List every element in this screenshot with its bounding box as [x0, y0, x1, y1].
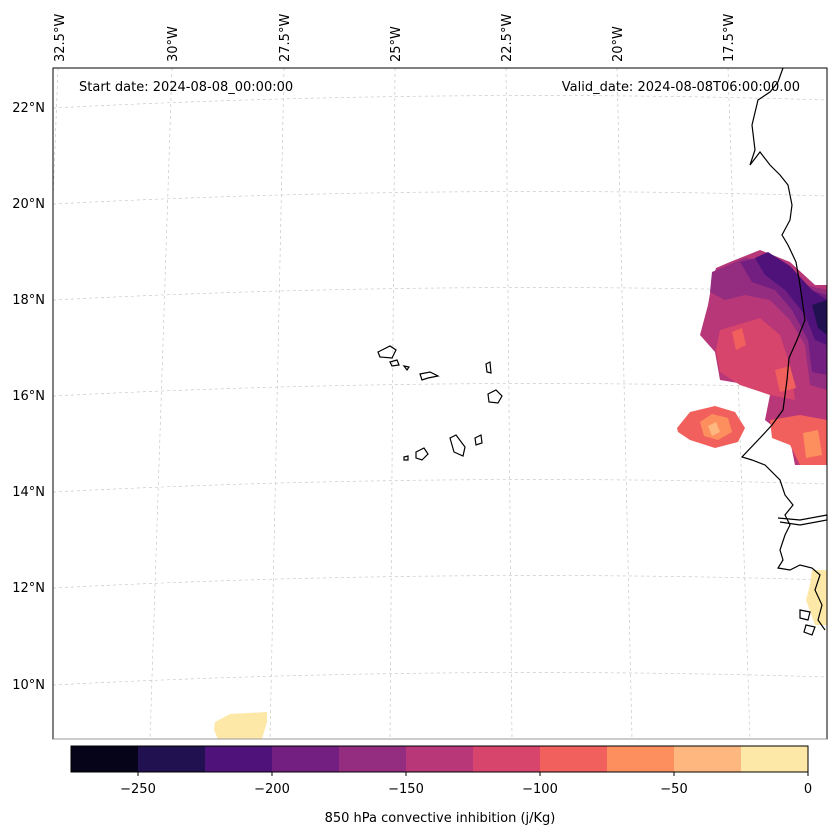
cin-level-225-to-200	[755, 252, 827, 345]
graticule-lat-14	[52, 479, 828, 493]
start-date-label: Start date: 2024-08-08_00:00:00	[79, 80, 293, 95]
lon-tick-label: 27.5°W	[278, 14, 293, 62]
colorbar-segment	[473, 746, 541, 772]
graticule-lat-12	[52, 575, 828, 589]
lat-tick-label: 10°N	[12, 678, 45, 693]
lat-tick-labels: 22°N 20°N 18°N 16°N 14°N 12°N 10°N	[12, 101, 45, 693]
colorbar-ticks: −250 −200 −150 −100 −50 0	[120, 782, 812, 797]
island-sao-nicolau	[419, 371, 440, 381]
island-sal	[485, 361, 492, 374]
lon-tick-labels: 32.5°W 30°W 27.5°W 25°W 22.5°W 20°W 17.5…	[53, 14, 737, 62]
lat-tick-label: 22°N	[12, 101, 45, 116]
graticule-lat-20	[52, 191, 828, 205]
cape-verde-islands	[377, 345, 503, 461]
lon-tick-label: 17.5°W	[722, 14, 737, 62]
graticule-lon-22-5	[505, 67, 513, 740]
colorbar-frame	[70, 745, 809, 773]
cin-level-250-to-225	[812, 300, 827, 335]
graticule	[52, 67, 828, 740]
lon-tick-label: 32.5°W	[53, 14, 68, 62]
graticule-lon-32-5	[52, 67, 59, 201]
cin-level-25-to-0-south-east	[806, 570, 827, 625]
lat-tick-label: 18°N	[12, 293, 45, 308]
colorbar-tick-label: −100	[522, 782, 558, 797]
colorbar-segment	[138, 746, 206, 772]
island-santo-antao	[377, 345, 397, 359]
lat-tick-label: 12°N	[12, 581, 45, 596]
colorbar-segment	[71, 746, 139, 772]
island-brava	[403, 455, 409, 461]
graticule-lon-27-5	[269, 67, 285, 740]
cin-level-100-to-75-a	[732, 328, 746, 350]
colorbar-segment	[339, 746, 407, 772]
cin-field	[214, 250, 827, 739]
island-santiago	[449, 434, 466, 457]
colorbar-tick-label: 0	[804, 782, 812, 797]
island-santa-luzia	[402, 365, 410, 372]
colorbar	[71, 746, 809, 776]
coast-islands-south	[799, 609, 816, 636]
cin-level-25-to-0-south-west	[214, 712, 267, 739]
cin-level-50-to-25-coastal	[708, 422, 720, 436]
colorbar-tick-label: −200	[254, 782, 290, 797]
graticule-lat-16	[52, 383, 828, 397]
lat-tick-label: 14°N	[12, 485, 45, 500]
island-fogo	[415, 447, 429, 461]
valid-date-label: Valid_date: 2024-08-08T06:00:00.00	[562, 80, 800, 95]
graticule-lon-17-5	[727, 67, 751, 740]
colorbar-tick-label: −250	[120, 782, 156, 797]
colorbar-segment	[607, 746, 675, 772]
african-coastline	[740, 67, 826, 631]
colorbar-segment	[674, 746, 742, 772]
colorbar-tick-label: −150	[388, 782, 424, 797]
lon-tick-label: 30°W	[166, 26, 181, 62]
island-boa-vista	[487, 389, 503, 404]
colorbar-segment	[205, 746, 273, 772]
graticule-lon-25	[389, 67, 396, 740]
colorbar-tick-label: −50	[660, 782, 687, 797]
cin-level-75-to-50-east	[803, 430, 822, 458]
colorbar-label: 850 hPa convective inhibition (j/Kg)	[325, 811, 556, 826]
colorbar-segment	[272, 746, 340, 772]
island-maio	[474, 434, 483, 446]
lat-tick-label: 20°N	[12, 197, 45, 212]
cin-level-100-to-75-b	[775, 366, 796, 392]
graticule-lon-30	[149, 67, 173, 740]
lon-tick-label: 25°W	[389, 26, 404, 62]
graticule-lat-22	[52, 95, 828, 109]
graticule-lon-20	[616, 67, 633, 740]
lat-tick-label: 16°N	[12, 389, 45, 404]
colorbar-segment	[406, 746, 474, 772]
island-sao-vicente	[389, 359, 400, 367]
graticule-lat-10	[52, 672, 828, 686]
lon-tick-label: 20°W	[611, 26, 626, 62]
colorbar-segment	[540, 746, 608, 772]
colorbar-segment	[741, 746, 809, 772]
graticule-lat-18	[52, 287, 828, 301]
lon-tick-label: 22.5°W	[500, 14, 515, 62]
map-frame	[52, 67, 828, 740]
